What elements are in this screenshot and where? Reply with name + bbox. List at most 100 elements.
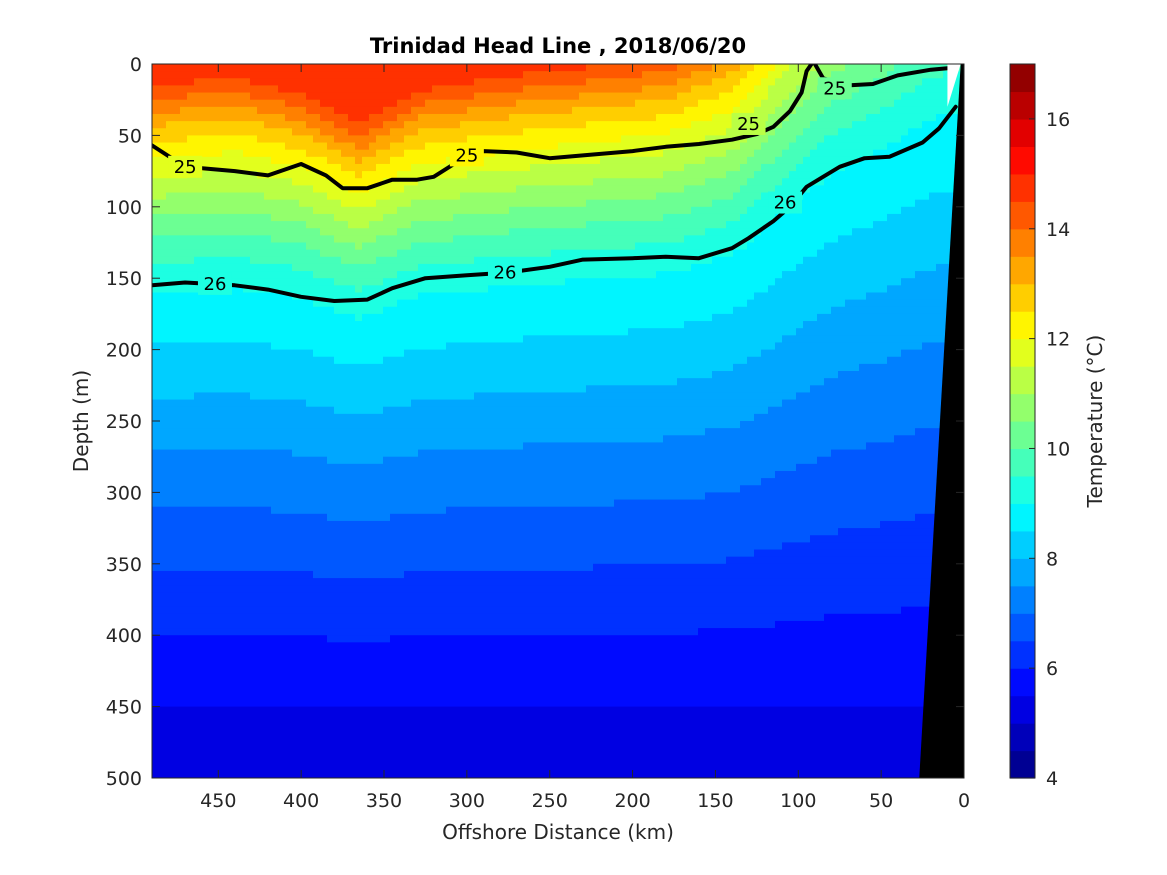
temp-cell [299, 692, 307, 701]
temp-cell [467, 356, 475, 365]
temp-cell [369, 356, 377, 365]
temp-cell [173, 706, 181, 715]
temp-cell [327, 649, 335, 658]
temp-cell [481, 78, 489, 87]
temp-cell [208, 563, 216, 572]
temp-cell [362, 406, 370, 415]
temp-cell [411, 249, 419, 258]
temp-cell [341, 699, 349, 708]
temp-cell [418, 64, 426, 72]
temp-cell [488, 163, 496, 172]
temp-cell [236, 713, 244, 722]
temp-cell [187, 699, 195, 708]
temp-cell [292, 192, 300, 201]
temp-cell [313, 263, 321, 272]
temp-cell [313, 642, 321, 651]
temp-cell [278, 670, 286, 679]
temp-cell [271, 628, 279, 636]
temp-cell [383, 613, 391, 622]
temp-cell [341, 249, 349, 258]
temp-cell [187, 735, 195, 743]
temp-cell [278, 728, 286, 736]
temp-cell [285, 599, 293, 608]
temp-cell [411, 378, 419, 386]
temp-cell [369, 256, 377, 265]
temp-cell [222, 149, 230, 158]
temp-cell [285, 685, 293, 693]
temp-cell [243, 535, 251, 543]
temp-cell [446, 685, 454, 693]
temp-cell [313, 570, 321, 579]
temp-cell [166, 456, 174, 465]
temp-cell [187, 542, 195, 551]
temp-cell [229, 735, 237, 743]
temp-cell [243, 328, 251, 336]
temp-cell [390, 492, 398, 501]
temp-cell [222, 71, 230, 79]
temp-cell [369, 71, 377, 79]
temp-cell [418, 470, 426, 479]
temp-cell [390, 756, 398, 765]
temp-cell [390, 563, 398, 572]
temp-cell [313, 492, 321, 501]
temp-cell [299, 242, 307, 251]
temp-cell [292, 578, 300, 586]
temp-cell [418, 549, 426, 558]
temp-cell [236, 249, 244, 258]
temp-cell [208, 113, 216, 122]
temp-cell [327, 249, 335, 258]
temp-cell [488, 171, 496, 179]
temp-cell [495, 256, 503, 265]
temp-cell [278, 542, 286, 551]
temp-cell [460, 242, 468, 251]
temp-cell [418, 513, 426, 522]
temp-cell [180, 64, 188, 72]
temp-cell [278, 735, 286, 743]
temp-cell [383, 221, 391, 229]
temp-cell [327, 163, 335, 172]
temp-cell [404, 185, 412, 194]
temp-cell [355, 199, 363, 208]
temp-cell [404, 528, 412, 536]
temp-cell [453, 606, 461, 615]
temp-cell [208, 449, 216, 458]
temp-cell [292, 706, 300, 715]
temp-cell [180, 485, 188, 493]
temp-cell [264, 642, 272, 651]
temp-cell [320, 663, 328, 672]
temp-cell [229, 678, 237, 686]
temp-cell [229, 85, 237, 94]
temp-cell [348, 663, 356, 672]
temp-cell [271, 485, 279, 493]
temp-cell [313, 478, 321, 486]
temp-cell [257, 163, 265, 172]
temp-cell [418, 306, 426, 315]
temp-cell [460, 78, 468, 87]
temp-cell [285, 642, 293, 651]
temp-cell [341, 456, 349, 465]
temp-cell [334, 763, 342, 772]
temp-cell [257, 85, 265, 94]
temp-cell [411, 570, 419, 579]
temp-cell [306, 699, 314, 708]
temp-cell [257, 428, 265, 436]
temp-cell [439, 185, 447, 194]
temp-cell [299, 628, 307, 636]
temp-cell [313, 463, 321, 472]
temp-cell [187, 421, 195, 429]
temp-cell [159, 485, 167, 493]
temp-cell [432, 635, 440, 643]
temp-cell [383, 235, 391, 244]
temp-cell [369, 285, 377, 294]
temp-cell [222, 106, 230, 115]
temp-cell [187, 606, 195, 615]
temp-cell [369, 478, 377, 486]
temp-cell [271, 578, 279, 586]
temp-cell [180, 506, 188, 515]
temp-cell [397, 556, 405, 565]
temp-cell [446, 406, 454, 415]
temp-cell [362, 221, 370, 229]
temp-cell [334, 228, 342, 236]
temp-cell [488, 71, 496, 79]
temp-cell [194, 256, 202, 265]
